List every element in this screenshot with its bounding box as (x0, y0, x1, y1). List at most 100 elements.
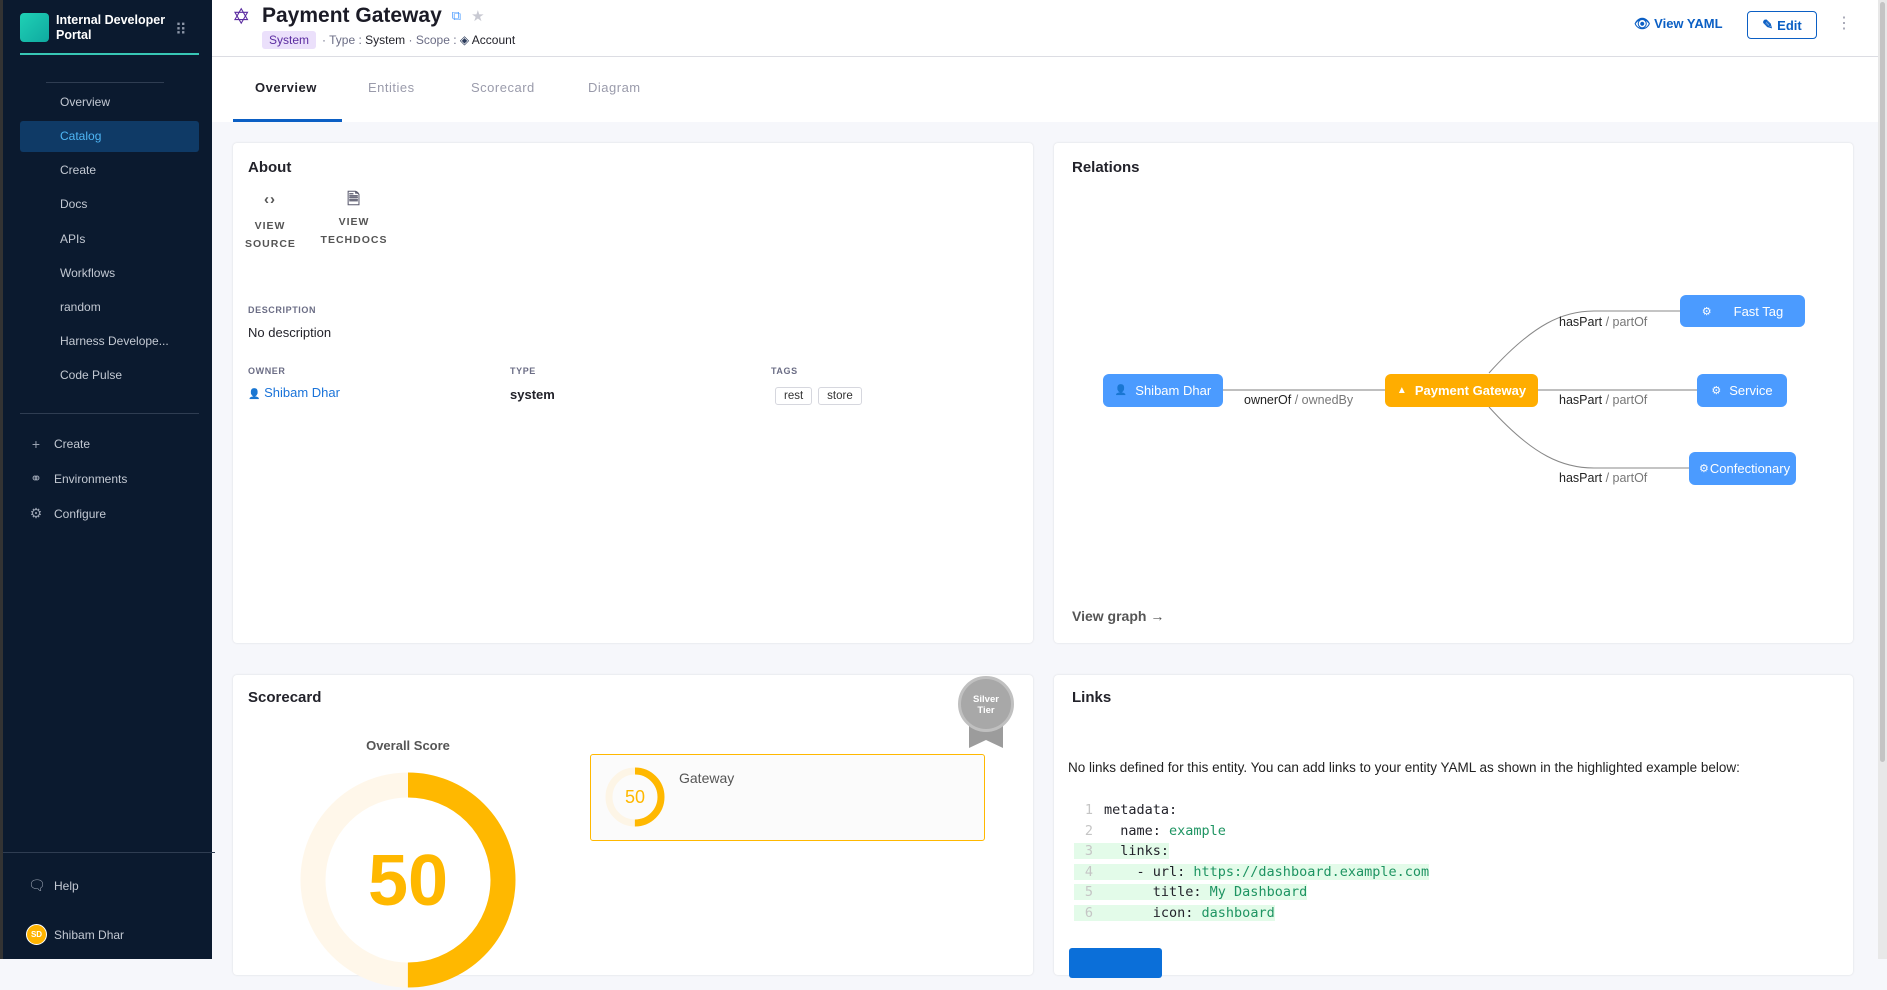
node-confectionary[interactable]: ⚙ Confectionary (1689, 452, 1796, 485)
scrollbar[interactable] (1878, 0, 1887, 959)
view-source-button[interactable]: ‹› VIEW SOURCE (245, 191, 295, 253)
code-line: 1 metadata: (1074, 800, 1429, 821)
node-owner[interactable]: 👤 Shibam Dhar (1103, 374, 1223, 407)
line-number: 5 (1084, 884, 1094, 900)
user-profile[interactable]: SD Shibam Dhar (26, 924, 124, 945)
line-number: 4 (1084, 863, 1094, 880)
sidebar-item-code-pulse[interactable]: Code Pulse (60, 368, 123, 382)
sidebar-item-docs[interactable]: Docs (60, 197, 88, 211)
sidebar-item-random[interactable]: random (60, 300, 101, 314)
description-value: No description (248, 325, 332, 340)
help-link[interactable]: 🗨 Help (28, 877, 79, 894)
view-yaml-button[interactable]: 👁 View YAML (1634, 16, 1723, 32)
sidebar-item-harness[interactable]: Harness Develope... (60, 334, 169, 348)
tab-entities[interactable]: Entities (368, 80, 415, 95)
code-value: https://dashboard.example.com (1193, 863, 1430, 880)
yaml-example: 1 metadata: 2 name: example 3 links: 4 - … (1074, 800, 1430, 924)
divider (46, 82, 164, 83)
links-action-button[interactable] (1069, 948, 1162, 978)
sidebar: Internal Developer Portal ⠿ Overview Cat… (0, 0, 215, 959)
edge-secondary: / partOf (1605, 471, 1648, 485)
sidebar-item-catalog[interactable]: Catalog (20, 121, 199, 152)
relation-edges (1223, 310, 1697, 469)
badge-text: Tier (977, 705, 995, 716)
label: Confectionary (1709, 461, 1791, 476)
sidebar-configure[interactable]: ⚙ Configure (28, 505, 106, 522)
code-key: links: (1104, 843, 1170, 859)
user-icon: 👤 (248, 389, 261, 400)
view-graph-link[interactable]: View graph → (1072, 608, 1164, 624)
sidebar-environments[interactable]: ⚭ Environments (28, 470, 127, 487)
edge-secondary: / ownedBy (1294, 393, 1354, 407)
type-value: System (365, 33, 406, 47)
user-name: Shibam Dhar (54, 927, 125, 942)
gear-icon: ⚙ (29, 505, 43, 521)
check-score-gauge (605, 767, 665, 827)
sidebar-create[interactable]: + Create (28, 436, 90, 452)
tab-scorecard[interactable]: Scorecard (471, 80, 535, 95)
overall-score-label: Overall Score (366, 738, 450, 753)
label: View graph (1072, 608, 1147, 624)
label: Configure (54, 506, 107, 521)
code-line: 4 - url: https://dashboard.example.com (1074, 862, 1430, 883)
links-message: No links defined for this entity. You ca… (1068, 760, 1740, 775)
app-grid-icon[interactable]: ⠿ (175, 22, 187, 39)
edge-label: hasPart / partOf (1559, 471, 1647, 485)
code-value: example (1169, 822, 1226, 839)
scorecard-title: Scorecard (248, 689, 322, 706)
check-card-gateway[interactable]: 50 Gateway (590, 754, 985, 841)
owner-link[interactable]: 👤 Shibam Dhar (248, 385, 340, 400)
label: View YAML (1654, 16, 1723, 31)
tab-overview[interactable]: Overview (255, 80, 317, 95)
edge-secondary: / partOf (1605, 393, 1648, 407)
divider (20, 413, 199, 414)
line-number: 3 (1084, 843, 1094, 859)
user-icon: 👤 (1114, 385, 1128, 396)
line-number: 6 (1084, 904, 1094, 921)
page-header: ✡ Payment Gateway ⧉ ★ System · Type : Sy… (212, 0, 1878, 57)
edge-fasttag (1488, 310, 1680, 374)
copy-icon[interactable]: ⧉ (451, 8, 462, 23)
label: VIEW (338, 216, 370, 228)
sidebar-item-workflows[interactable]: Workflows (60, 266, 116, 280)
tags-label: TAGS (771, 366, 798, 376)
sidebar-item-apis[interactable]: APIs (60, 232, 86, 246)
tag-chip[interactable]: store (818, 387, 862, 405)
label: TECHDOCS (320, 234, 388, 246)
more-options-icon[interactable]: ⋮ (1836, 15, 1852, 32)
tag-chip[interactable]: rest (775, 387, 813, 405)
code-key: icon: (1104, 904, 1202, 921)
star-icon[interactable]: ★ (471, 8, 485, 25)
code-key: name: (1104, 822, 1170, 839)
owner-name: Shibam Dhar (264, 385, 340, 400)
label: Service (1729, 383, 1773, 398)
relations-card: Relations 👤 Shibam Dhar ▲ Payment Gateway … (1054, 143, 1853, 643)
edge-primary: hasPart (1559, 315, 1603, 329)
node-service[interactable]: ⚙ Service (1697, 374, 1787, 407)
sidebar-item-create[interactable]: Create (60, 163, 97, 177)
page-title: Payment Gateway (262, 4, 442, 27)
edge-primary: ownerOf (1244, 393, 1292, 407)
code-icon: ‹› (264, 191, 276, 208)
tags-list: rest store (775, 387, 862, 405)
code-value: dashboard (1201, 904, 1275, 921)
type-label: Type : (329, 33, 362, 47)
edit-button[interactable]: ✎ Edit (1747, 11, 1817, 39)
portal-logo-icon (20, 13, 49, 42)
tab-diagram[interactable]: Diagram (588, 80, 641, 95)
relations-title: Relations (1072, 159, 1140, 176)
links-title: Links (1072, 689, 1112, 706)
edge-primary: hasPart (1559, 471, 1603, 485)
label: Edit (1777, 17, 1802, 33)
code-line: 6 icon: dashboard (1074, 903, 1429, 924)
node-center[interactable]: ▲ Payment Gateway (1385, 374, 1538, 407)
node-fast-tag[interactable]: ⚙ Fast Tag (1680, 295, 1805, 327)
label: Help (54, 878, 79, 893)
component-icon: ⚙ (1699, 463, 1709, 475)
arrow-right-icon: → (1150, 608, 1165, 624)
view-techdocs-button[interactable]: 🗎 VIEW TECHDOCS (319, 191, 389, 249)
about-title: About (248, 159, 292, 176)
portal-title: Internal Developer Portal (56, 13, 166, 42)
sidebar-item-overview[interactable]: Overview (60, 95, 111, 109)
system-icon: ▲ (1396, 385, 1407, 396)
